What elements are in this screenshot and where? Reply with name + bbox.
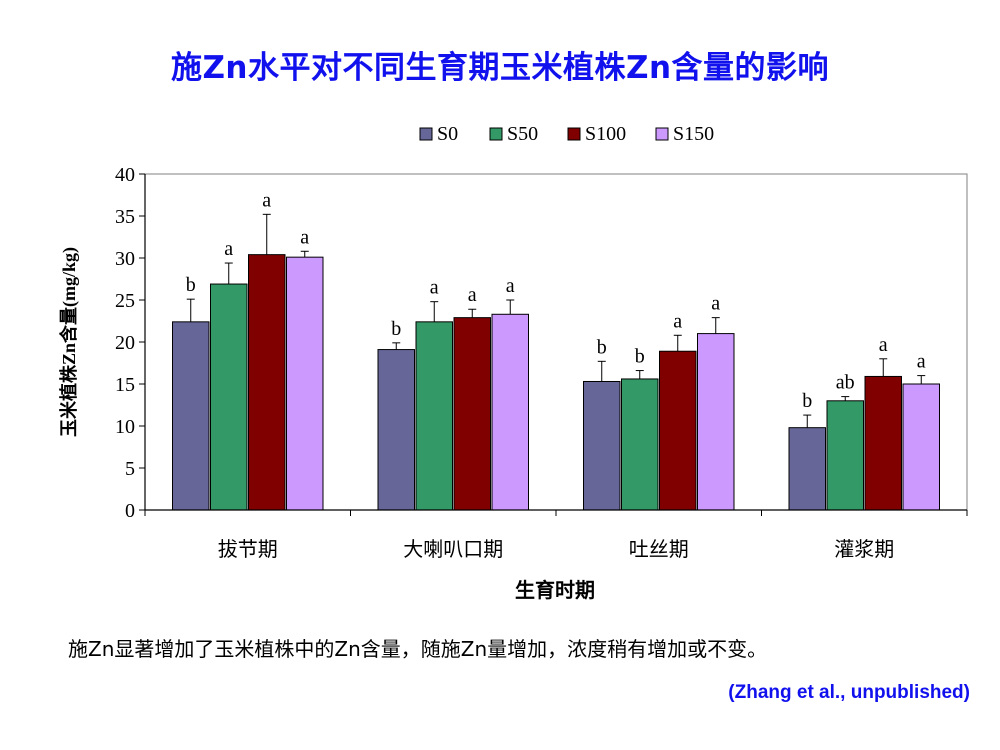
legend-item-S150: S150 (655, 123, 714, 145)
legend-label: S150 (673, 123, 714, 145)
bar-S100-1 (453, 317, 491, 511)
bar-S150-0 (286, 256, 324, 511)
significance-label: a (506, 275, 515, 297)
legend-label: S0 (437, 123, 458, 145)
legend-item-S50: S50 (489, 123, 538, 145)
bar-S0-0 (172, 321, 210, 511)
bar-S50-1 (415, 321, 453, 511)
significance-label: a (224, 238, 233, 260)
x-tick-label: 大喇叭口期 (403, 538, 503, 561)
bar-S50-2 (621, 378, 659, 511)
significance-label: ab (836, 372, 855, 394)
bar-S0-2 (583, 380, 621, 511)
x-axis: 拔节期 大喇叭口期 吐丝期 灌浆期 (144, 509, 968, 561)
significance-label: a (917, 351, 926, 373)
y-tick-label: 10 (115, 416, 135, 438)
legend-item-S0: S0 (419, 123, 458, 145)
x-axis-label: 生育时期 (515, 578, 595, 602)
x-tick-label: 灌浆期 (834, 538, 894, 561)
legend-label: S50 (507, 123, 538, 145)
y-tick-label: 20 (115, 332, 135, 354)
significance-label: b (802, 390, 812, 412)
x-tick-label: 吐丝期 (629, 538, 689, 561)
y-tick-label: 5 (125, 458, 135, 480)
legend-swatch (655, 127, 669, 141)
significance-label: a (711, 293, 720, 315)
chart-caption: 施Zn显著增加了玉米植株中的Zn含量，随施Zn量增加，浓度稍有增加或不变。 (68, 637, 768, 661)
significance-label: b (597, 336, 607, 358)
source-citation: (Zhang et al., unpublished) (728, 682, 970, 703)
legend-swatch (419, 127, 433, 141)
y-axis: 0 5 10 15 20 25 30 35 40 (115, 164, 146, 522)
significance-label: a (300, 226, 309, 248)
significance-label: b (391, 318, 401, 340)
significance-label: a (879, 334, 888, 356)
significance-label: a (468, 284, 477, 306)
bar-S150-2 (697, 333, 735, 511)
y-axis-label: 玉米植株Zn含量(mg/kg) (58, 247, 80, 437)
significance-label: a (262, 189, 271, 211)
bar-S50-3 (826, 400, 864, 511)
chart-legend: S0 S50 S100 S150 (419, 123, 714, 145)
significance-label: a (673, 310, 682, 332)
legend-swatch (567, 127, 581, 141)
x-tick-label: 拔节期 (218, 538, 278, 561)
bar-S100-2 (659, 350, 697, 511)
bar-S0-3 (788, 427, 826, 511)
y-tick-label: 30 (115, 248, 135, 270)
bar-S150-1 (491, 313, 529, 511)
bar-S150-3 (902, 383, 940, 511)
bar-S50-0 (210, 283, 248, 511)
significance-label: b (635, 346, 645, 368)
y-tick-label: 35 (115, 206, 135, 228)
bar-S100-0 (248, 254, 286, 511)
significance-label: a (430, 277, 439, 299)
legend-swatch (489, 127, 503, 141)
page-title: 施Zn水平对不同生育期玉米植株Zn含量的影响 (170, 50, 830, 86)
significance-label: b (186, 274, 196, 296)
legend-item-S100: S100 (567, 123, 626, 145)
y-tick-label: 0 (125, 500, 135, 522)
legend-label: S100 (585, 123, 626, 145)
bar-S100-3 (864, 375, 902, 511)
y-tick-label: 40 (115, 164, 135, 186)
y-tick-label: 15 (115, 374, 135, 396)
bar-S0-1 (377, 349, 415, 511)
y-tick-label: 25 (115, 290, 135, 312)
